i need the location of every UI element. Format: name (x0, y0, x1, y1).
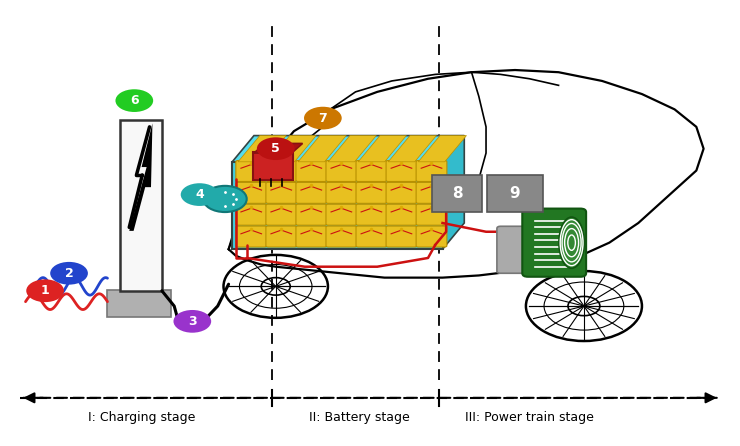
FancyBboxPatch shape (432, 175, 482, 212)
FancyBboxPatch shape (356, 226, 387, 247)
FancyBboxPatch shape (356, 161, 387, 182)
FancyBboxPatch shape (386, 161, 417, 182)
Polygon shape (388, 136, 437, 162)
Text: 5: 5 (272, 142, 280, 155)
Polygon shape (232, 162, 443, 249)
FancyBboxPatch shape (296, 182, 326, 203)
Text: I: Charging stage: I: Charging stage (88, 411, 195, 424)
FancyBboxPatch shape (386, 204, 417, 225)
FancyBboxPatch shape (356, 182, 387, 203)
Text: 4: 4 (195, 188, 204, 201)
FancyBboxPatch shape (296, 161, 326, 182)
FancyBboxPatch shape (416, 161, 447, 182)
Polygon shape (238, 136, 286, 162)
Text: 6: 6 (130, 94, 138, 107)
Circle shape (181, 183, 218, 206)
Polygon shape (130, 124, 152, 231)
FancyBboxPatch shape (522, 209, 586, 277)
FancyBboxPatch shape (356, 204, 387, 225)
FancyBboxPatch shape (326, 204, 357, 225)
FancyBboxPatch shape (296, 204, 326, 225)
FancyBboxPatch shape (266, 182, 297, 203)
Polygon shape (358, 136, 406, 162)
FancyBboxPatch shape (266, 226, 297, 247)
Circle shape (204, 186, 246, 212)
Text: 3: 3 (188, 315, 197, 328)
FancyBboxPatch shape (487, 175, 543, 212)
Circle shape (50, 262, 88, 285)
FancyBboxPatch shape (326, 161, 357, 182)
FancyBboxPatch shape (497, 226, 536, 273)
Polygon shape (328, 136, 377, 162)
Polygon shape (268, 136, 316, 162)
Circle shape (26, 279, 64, 302)
Polygon shape (443, 136, 464, 249)
Circle shape (257, 137, 295, 160)
FancyBboxPatch shape (266, 204, 297, 225)
Text: 2: 2 (64, 267, 73, 280)
FancyBboxPatch shape (416, 204, 447, 225)
FancyBboxPatch shape (107, 290, 171, 317)
Ellipse shape (559, 217, 585, 268)
Circle shape (304, 107, 342, 129)
FancyBboxPatch shape (296, 226, 326, 247)
Circle shape (115, 89, 153, 112)
FancyBboxPatch shape (120, 120, 162, 291)
Text: III: Power train stage: III: Power train stage (465, 411, 594, 424)
Text: 1: 1 (41, 284, 50, 297)
FancyBboxPatch shape (326, 182, 357, 203)
FancyBboxPatch shape (236, 204, 266, 225)
Text: II: Battery stage: II: Battery stage (309, 411, 409, 424)
FancyBboxPatch shape (386, 182, 417, 203)
Text: 8: 8 (451, 186, 462, 201)
Polygon shape (254, 144, 303, 153)
Polygon shape (418, 136, 466, 162)
FancyBboxPatch shape (236, 226, 266, 247)
FancyBboxPatch shape (252, 152, 293, 180)
FancyBboxPatch shape (236, 182, 266, 203)
Text: 7: 7 (318, 112, 327, 124)
FancyBboxPatch shape (416, 182, 447, 203)
FancyBboxPatch shape (326, 226, 357, 247)
Polygon shape (232, 136, 464, 162)
FancyBboxPatch shape (266, 161, 297, 182)
Circle shape (173, 310, 211, 333)
FancyBboxPatch shape (236, 161, 266, 182)
FancyBboxPatch shape (416, 226, 447, 247)
Polygon shape (298, 136, 346, 162)
FancyBboxPatch shape (386, 226, 417, 247)
Text: 9: 9 (510, 186, 520, 201)
